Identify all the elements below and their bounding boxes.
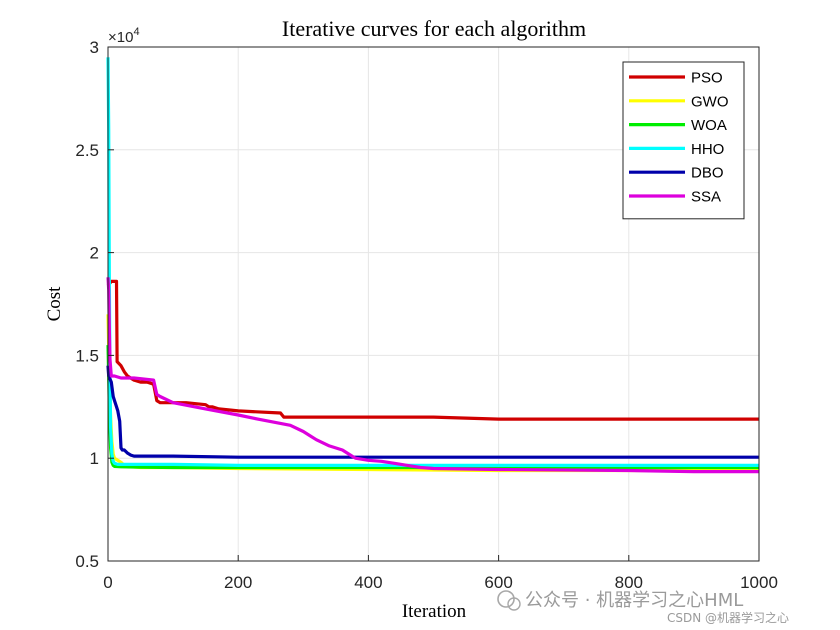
wechat-icon bbox=[497, 590, 515, 608]
legend-label-hho: HHO bbox=[691, 141, 724, 158]
watermark-sub: CSDN @机器学习之心 bbox=[667, 610, 789, 625]
legend-label-ssa: SSA bbox=[691, 189, 721, 206]
ticks: 0 200 400 600 800 1000 0.5 1 1.5 2 2.5 3 bbox=[75, 38, 778, 592]
legend: PSO GWO WOA HHO DBO SSA bbox=[622, 61, 745, 220]
y-tick-label: 1.5 bbox=[75, 346, 99, 365]
y-tick-label: 0.5 bbox=[75, 552, 99, 571]
x-tick-label: 1000 bbox=[740, 573, 778, 592]
y-tick-label: 2.5 bbox=[75, 141, 99, 160]
series-line-ssa bbox=[106, 277, 759, 474]
y-tick-label: 1 bbox=[90, 449, 99, 468]
x-tick-label: 400 bbox=[354, 573, 382, 592]
y-tick-label: 2 bbox=[90, 244, 99, 263]
y-tick-label: 3 bbox=[90, 38, 99, 57]
x-tick-label: 200 bbox=[224, 573, 252, 592]
series-line-pso bbox=[106, 279, 759, 421]
y-axis-label: Cost bbox=[44, 286, 65, 322]
legend-box bbox=[622, 61, 745, 220]
legend-label-gwo: GWO bbox=[691, 93, 729, 110]
axes-box bbox=[107, 46, 760, 562]
watermark: 公众号 · 机器学习之心HML CSDN @机器学习之心 bbox=[497, 590, 789, 625]
series-line-dbo bbox=[106, 365, 759, 459]
series-layer bbox=[106, 57, 759, 474]
y-exponent-base: ×10 bbox=[108, 29, 133, 46]
legend-label-dbo: DBO bbox=[691, 165, 724, 182]
wechat-icon-eye bbox=[507, 597, 521, 611]
y-exponent-power: 4 bbox=[133, 26, 139, 38]
watermark-main: 公众号 · 机器学习之心HML bbox=[525, 590, 743, 611]
legend-label-pso: PSO bbox=[691, 70, 723, 87]
x-tick-label: 0 bbox=[103, 573, 112, 592]
y-exponent-label: ×104 bbox=[108, 26, 140, 46]
legend-label-woa: WOA bbox=[691, 117, 727, 134]
chart-title: Iterative curves for each algorithm bbox=[282, 16, 586, 41]
x-tick-label: 600 bbox=[484, 573, 512, 592]
x-tick-label: 800 bbox=[615, 573, 643, 592]
x-axis-label: Iteration bbox=[402, 601, 467, 622]
